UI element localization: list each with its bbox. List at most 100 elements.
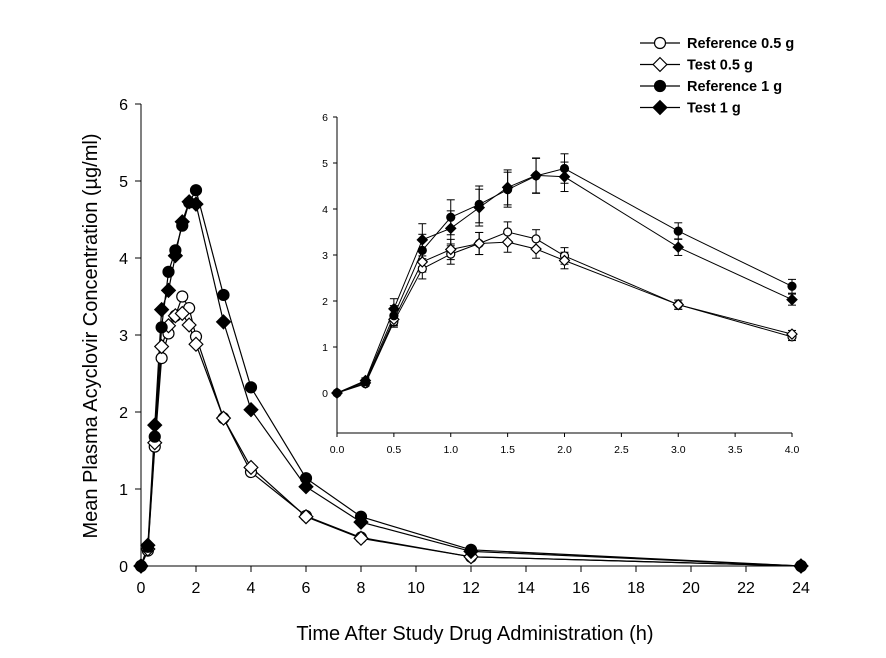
inset-data-point: [416, 256, 429, 268]
main-y-tick-label: 4: [119, 251, 128, 268]
main-x-tick-label: 2: [192, 580, 201, 597]
main-data-point: [188, 336, 204, 352]
inset-data-point: [417, 245, 427, 255]
inset-data-point: [388, 302, 400, 315]
inset-x-tick-label: 1.0: [443, 444, 458, 456]
main-y-tick-label: 1: [119, 482, 128, 499]
inset-data-point: [473, 237, 486, 250]
legend-marker: [652, 99, 668, 116]
main-y-tick-label: 2: [119, 405, 128, 422]
main-y-tick-label: 0: [119, 559, 128, 576]
main-x-tick-label: 20: [682, 580, 700, 597]
inset-data-point: [501, 181, 514, 194]
legend-marker: [653, 79, 667, 93]
inset-data-point: [672, 298, 685, 311]
main-x-tick-label: 22: [737, 580, 755, 597]
y-axis-title: Mean Plasma Acyclovir Concentration (µg/…: [80, 134, 102, 539]
inset-data-point: [444, 222, 457, 235]
main-series-line: [140, 201, 802, 567]
main-data-point: [217, 288, 230, 302]
legend: Reference 0.5 g Test 0.5 g Reference 1 g Te…: [640, 36, 794, 117]
legend-marker: [652, 56, 668, 73]
inset-y-tick-label: 6: [322, 112, 328, 124]
inset-axes: 0.0 0.5 1.0 1.5 2.0 2.5 3.0 3.5 4.0 0 1 2 3 4 5 6: [322, 112, 799, 456]
inset-data-point: [446, 212, 456, 222]
main-data-point: [353, 530, 369, 547]
legend-label: Test 0.5 g: [687, 58, 753, 74]
main-x-tick-label: 0: [137, 580, 146, 597]
inset-data-point: [531, 234, 541, 244]
inset-y-tick-label: 3: [322, 250, 328, 262]
main-data-point: [153, 301, 170, 318]
main-data-point: [793, 558, 809, 574]
inset-data-point: [787, 281, 797, 291]
main-y-tick-label: 3: [119, 328, 128, 345]
inset-data-point: [786, 293, 798, 306]
main-data-point: [244, 381, 258, 394]
main-series: [133, 184, 809, 574]
legend-label: Reference 1 g: [687, 79, 782, 95]
inset-series: [331, 153, 798, 399]
main-data-point: [243, 459, 259, 476]
inset-data-point: [501, 236, 514, 248]
main-x-tick-label: 18: [627, 580, 645, 597]
main-data-point: [155, 321, 168, 334]
main-data-point: [188, 196, 204, 212]
inset-data-point: [503, 227, 513, 237]
main-x-tick-label: 14: [517, 580, 535, 597]
main-data-point: [153, 338, 170, 355]
main-x-tick-label: 24: [792, 580, 810, 597]
main-data-point: [243, 401, 259, 418]
inset-y-tick-label: 5: [322, 158, 328, 170]
main-x-tick-label: 12: [462, 580, 480, 597]
main-data-point: [160, 282, 177, 299]
main-y-tick-label: 6: [119, 97, 128, 114]
main-x-tick-label: 16: [572, 580, 590, 597]
inset-data-point: [558, 254, 571, 267]
main-data-point: [162, 265, 175, 278]
main-series-line: [140, 295, 802, 567]
main-data-point: [181, 317, 197, 333]
inset-series-line: [336, 174, 793, 394]
legend-label: Reference 0.5 g: [687, 36, 794, 52]
inset-x-tick-label: 1.5: [500, 444, 515, 456]
inset-data-point: [558, 170, 571, 183]
inset-data-point: [672, 241, 685, 254]
inset-data-point: [530, 169, 542, 182]
main-data-point: [189, 184, 203, 197]
inset-x-tick-label: 3.5: [728, 444, 743, 456]
main-data-point: [215, 410, 232, 426]
inset-y-tick-label: 0: [322, 388, 328, 400]
inset-x-tick-label: 0.0: [330, 444, 345, 456]
main-x-tick-label: 8: [357, 580, 366, 597]
main-y-tick-label: 5: [119, 174, 128, 191]
inset-y-tick-label: 2: [322, 296, 328, 308]
inset-data-point: [444, 243, 457, 256]
inset-data-point: [473, 201, 486, 214]
inset-data-point: [673, 226, 683, 236]
main-data-point: [174, 214, 190, 230]
inset-x-tick-label: 2.0: [557, 444, 572, 456]
x-axis-title: Time After Study Drug Administration (h): [296, 623, 653, 645]
inset-y-tick-label: 1: [322, 342, 328, 354]
inset-data-point: [786, 328, 798, 340]
inset-data-point: [359, 374, 372, 387]
inset-data-point: [530, 243, 542, 255]
main-data-point: [463, 543, 479, 560]
main-data-point: [298, 478, 314, 495]
inset-data-point: [331, 387, 343, 399]
inset-y-tick-label: 4: [322, 204, 328, 216]
main-x-tick-label: 10: [407, 580, 425, 597]
inset-x-tick-label: 4.0: [785, 444, 800, 456]
main-data-point: [133, 558, 149, 574]
main-data-point: [353, 514, 369, 530]
main-data-point: [147, 417, 163, 433]
inset-x-tick-label: 0.5: [387, 444, 402, 456]
legend-label: Test 1 g: [687, 101, 741, 117]
main-x-tick-label: 6: [302, 580, 311, 597]
main-data-point: [298, 508, 314, 525]
inset-x-tick-label: 3.0: [671, 444, 686, 456]
